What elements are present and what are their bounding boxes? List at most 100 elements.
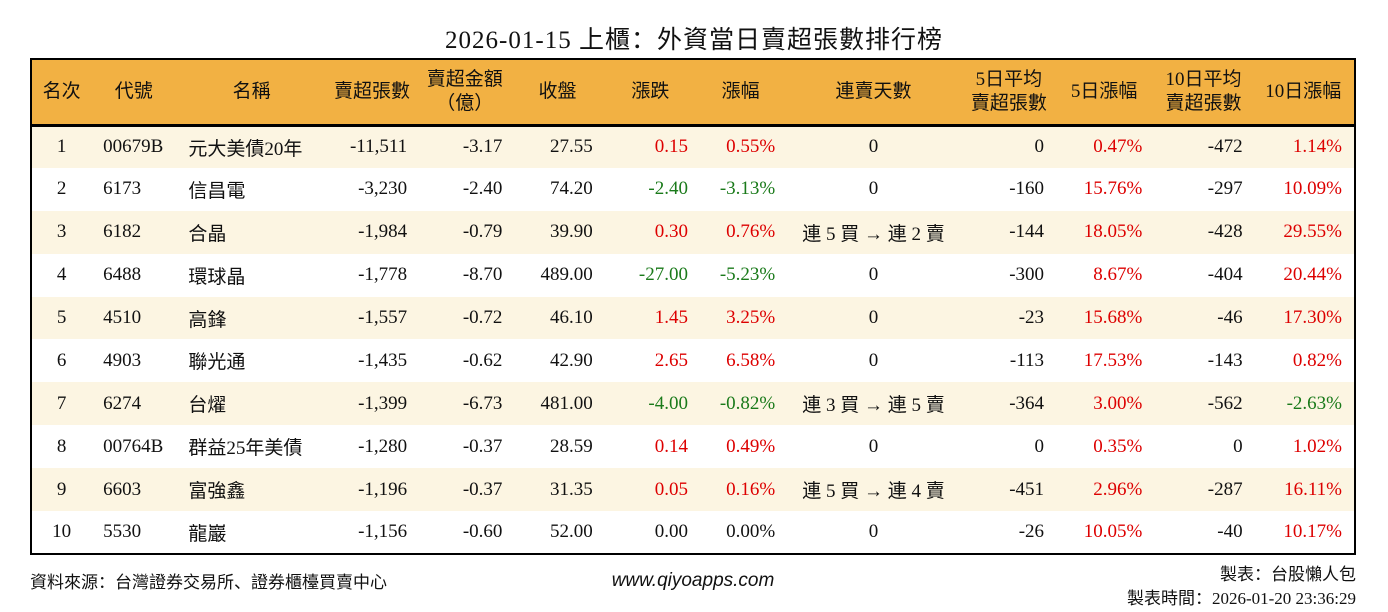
cell-name: 富強鑫 [188, 481, 246, 503]
column-header-name: 名稱 [176, 59, 327, 127]
cell-pct5: 17.53% [1083, 349, 1143, 371]
cell-consecutive: 0 [868, 178, 879, 200]
cell-change: 0.15 [654, 136, 688, 158]
cell-change: -2.40 [648, 178, 688, 200]
cell-code: 4510 [103, 307, 142, 328]
cell-code: 00764B [103, 435, 164, 457]
cell-avg10: -40 [1217, 521, 1243, 542]
column-header-sell_amount: 賣超金額 （億） [417, 59, 513, 127]
cell-code: 5530 [103, 521, 142, 542]
cell-close: 46.10 [549, 307, 593, 328]
table-row: 1 00679B 元大美債20年 -11,511 -3.17 27.55 0.15 0.55%… [31, 125, 1355, 168]
cell-sell_volume: -1,196 [358, 478, 408, 500]
cell-rank: 8 [56, 435, 67, 457]
table-row: 2 6173 信昌電 -3,230 -2.40 74.20 -2.40 -3.13% 0 -160… [31, 167, 1355, 211]
cell-avg5: -364 [1009, 392, 1045, 414]
cell-close: 489.00 [540, 264, 593, 286]
cell-close: 31.35 [549, 478, 593, 500]
cell-sell_amount: -8.70 [462, 264, 503, 286]
cell-close: 28.59 [549, 435, 593, 457]
website-url: www.qiyoapps.com [611, 570, 775, 591]
made-time-text: 製表時間：2026-01-20 23:36:29 [1126, 589, 1356, 608]
cell-consecutive: 連 3 買 → 連 5 賣 [802, 395, 945, 417]
cell-avg10: -428 [1207, 221, 1243, 243]
cell-avg5: -113 [1009, 349, 1045, 371]
cell-rank: 1 [56, 136, 67, 158]
cell-sell_amount: -0.62 [462, 349, 503, 371]
ranking-table: 名次 代號 名稱 賣超張數 賣超金額 （億） 收盤 漲跌 漲幅 連賣天數 5日平均 賣超張數 5日漲… [30, 58, 1356, 555]
cell-pct5: 10.05% [1083, 521, 1143, 542]
cell-pct5: 15.68% [1083, 307, 1143, 328]
cell-code: 6173 [103, 178, 142, 200]
column-header-pct5: 5日漲幅 [1054, 59, 1155, 127]
column-header-change: 漲跌 [602, 59, 698, 127]
cell-rank: 5 [56, 307, 67, 328]
cell-sell_volume: -1,399 [358, 392, 408, 414]
cell-pct10: 20.44% [1283, 264, 1342, 286]
cell-change: 2.65 [654, 349, 688, 371]
footer: 資料來源：台灣證券交易所、證券櫃檯買賣中心 www.qiyoapps.com 製… [30, 560, 1356, 610]
cell-code: 00679B [103, 136, 164, 158]
cell-rank: 4 [56, 264, 67, 286]
cell-pct5: 2.96% [1093, 478, 1143, 500]
cell-consecutive: 0 [868, 264, 879, 286]
table-row: 4 6488 環球晶 -1,778 -8.70 489.00 -27.00 -5.23% 0 -3… [31, 253, 1355, 297]
cell-sell_amount: -6.73 [462, 392, 503, 414]
cell-pct10: 1.14% [1292, 136, 1342, 158]
made-by-text: 製表：台股懶人包 [1220, 565, 1356, 584]
cell-avg10: -46 [1217, 307, 1243, 328]
cell-avg5: 0 [1034, 136, 1045, 158]
cell-avg5: -26 [1018, 521, 1045, 542]
cell-rank: 6 [56, 349, 67, 371]
column-header-code: 代號 [91, 59, 177, 127]
cell-change: -27.00 [638, 264, 688, 286]
table-body: 1 00679B 元大美債20年 -11,511 -3.17 27.55 0.15 0.55%… [31, 125, 1355, 554]
cell-close: 42.90 [549, 349, 593, 371]
cell-pct5: 8.67% [1093, 264, 1143, 286]
cell-name: 高鋒 [188, 309, 227, 331]
cell-close: 481.00 [540, 392, 593, 414]
cell-rank: 3 [56, 221, 67, 243]
cell-sell_volume: -11,511 [349, 136, 408, 158]
cell-pct10: 16.11% [1284, 478, 1342, 500]
cell-pct5: 0.47% [1093, 136, 1143, 158]
column-header-close: 收盤 [512, 59, 603, 127]
cell-sell_amount: -0.60 [462, 521, 503, 542]
data-source-text: 資料來源：台灣證券交易所、證券櫃檯買賣中心 [30, 573, 387, 592]
cell-change: -4.00 [648, 392, 688, 414]
cell-change: 0.00 [654, 521, 688, 542]
cell-sell_volume: -3,230 [358, 178, 408, 200]
cell-close: 39.90 [549, 221, 593, 243]
cell-change_pct: 6.58% [726, 349, 776, 371]
cell-sell_volume: -1,778 [358, 264, 408, 286]
cell-change_pct: -0.82% [719, 392, 776, 414]
cell-sell_amount: -3.17 [462, 136, 503, 158]
table-row: 10 5530 龍巖 -1,156 -0.60 52.00 0.00 0.00% 0 -26 10.… [31, 511, 1355, 554]
cell-sell_volume: -1,557 [358, 307, 408, 328]
cell-avg10: -562 [1207, 392, 1243, 414]
cell-name: 元大美債20年 [188, 138, 303, 160]
cell-pct10: -2.63% [1286, 392, 1342, 414]
cell-pct10: 10.17% [1283, 521, 1342, 542]
cell-pct5: 18.05% [1083, 221, 1143, 243]
cell-avg10: -297 [1207, 178, 1243, 200]
cell-code: 6182 [103, 221, 142, 243]
cell-sell_volume: -1,156 [358, 521, 408, 542]
cell-sell_amount: -0.72 [462, 307, 503, 328]
column-header-consecutive: 連賣天數 [783, 59, 964, 127]
cell-consecutive: 0 [868, 307, 879, 328]
cell-pct5: 3.00% [1093, 392, 1143, 414]
column-header-sell_volume: 賣超張數 [326, 59, 418, 127]
cell-code: 6274 [103, 392, 142, 414]
cell-avg10: -143 [1207, 349, 1243, 371]
cell-change_pct: 0.16% [726, 478, 776, 500]
cell-sell_amount: -0.79 [462, 221, 503, 243]
cell-code: 4903 [103, 349, 142, 371]
cell-avg10: -404 [1207, 264, 1243, 286]
cell-name: 群益25年美債 [188, 438, 303, 460]
cell-change_pct: 0.49% [726, 435, 776, 457]
cell-code: 6488 [103, 264, 142, 286]
cell-name: 合晶 [188, 223, 227, 245]
cell-sell_amount: -0.37 [462, 478, 503, 500]
